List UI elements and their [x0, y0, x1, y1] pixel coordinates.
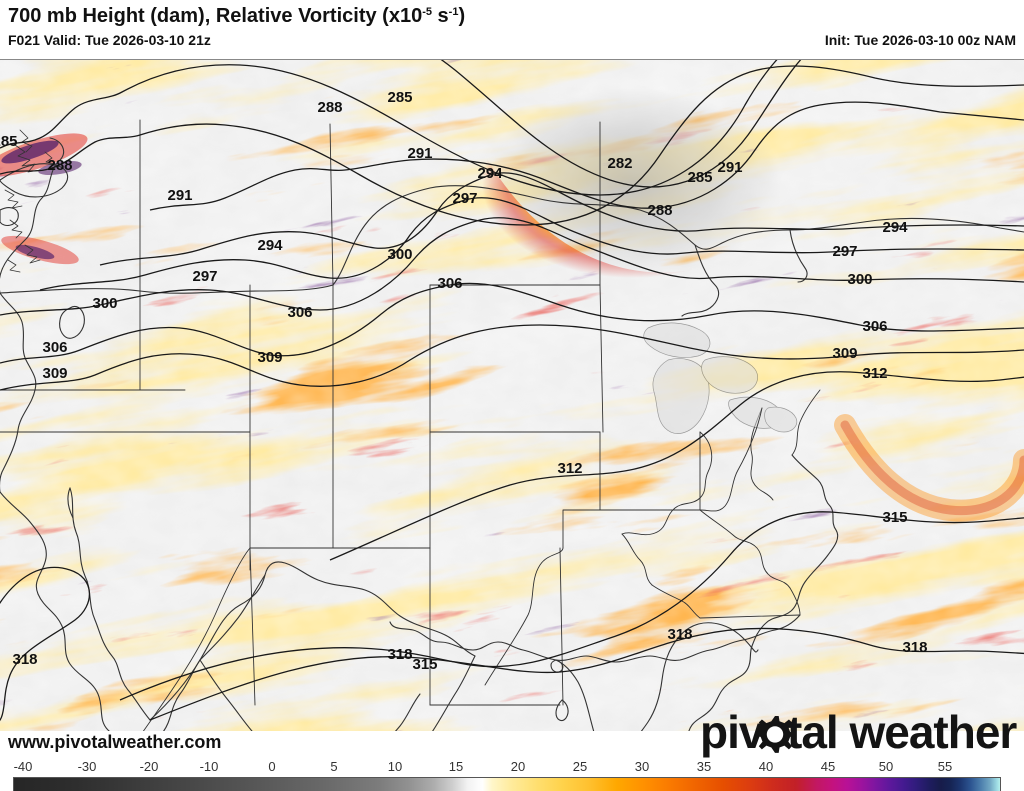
svg-text:285: 285 — [687, 169, 712, 186]
svg-text:297: 297 — [832, 243, 857, 260]
svg-text:306: 306 — [287, 304, 312, 321]
svg-text:288: 288 — [317, 99, 342, 116]
svg-text:309: 309 — [257, 349, 282, 366]
svg-text:294: 294 — [477, 165, 503, 182]
svg-text:291: 291 — [167, 187, 192, 204]
svg-text:306: 306 — [437, 275, 462, 292]
svg-text:315: 315 — [412, 656, 437, 673]
svg-text:297: 297 — [452, 190, 477, 207]
svg-text:306: 306 — [42, 339, 67, 356]
svg-text:288: 288 — [47, 157, 72, 174]
svg-text:285: 285 — [0, 133, 18, 150]
svg-text:291: 291 — [407, 145, 432, 162]
svg-text:291: 291 — [717, 159, 742, 176]
svg-text:318: 318 — [387, 646, 412, 663]
svg-text:309: 309 — [42, 365, 67, 382]
svg-text:297: 297 — [192, 268, 217, 285]
svg-text:312: 312 — [557, 460, 582, 477]
svg-text:315: 315 — [882, 509, 907, 526]
svg-text:318: 318 — [12, 651, 37, 668]
svg-text:309: 309 — [832, 345, 857, 362]
svg-text:288: 288 — [647, 202, 672, 219]
svg-text:294: 294 — [882, 219, 908, 236]
svg-text:300: 300 — [92, 295, 117, 312]
svg-text:318: 318 — [667, 626, 692, 643]
svg-text:300: 300 — [847, 271, 872, 288]
svg-text:285: 285 — [387, 89, 412, 106]
svg-text:294: 294 — [257, 237, 283, 254]
svg-text:318: 318 — [902, 639, 927, 656]
svg-text:306: 306 — [862, 318, 887, 335]
svg-text:300: 300 — [387, 246, 412, 263]
svg-text:312: 312 — [862, 365, 887, 382]
svg-text:282: 282 — [607, 155, 632, 172]
